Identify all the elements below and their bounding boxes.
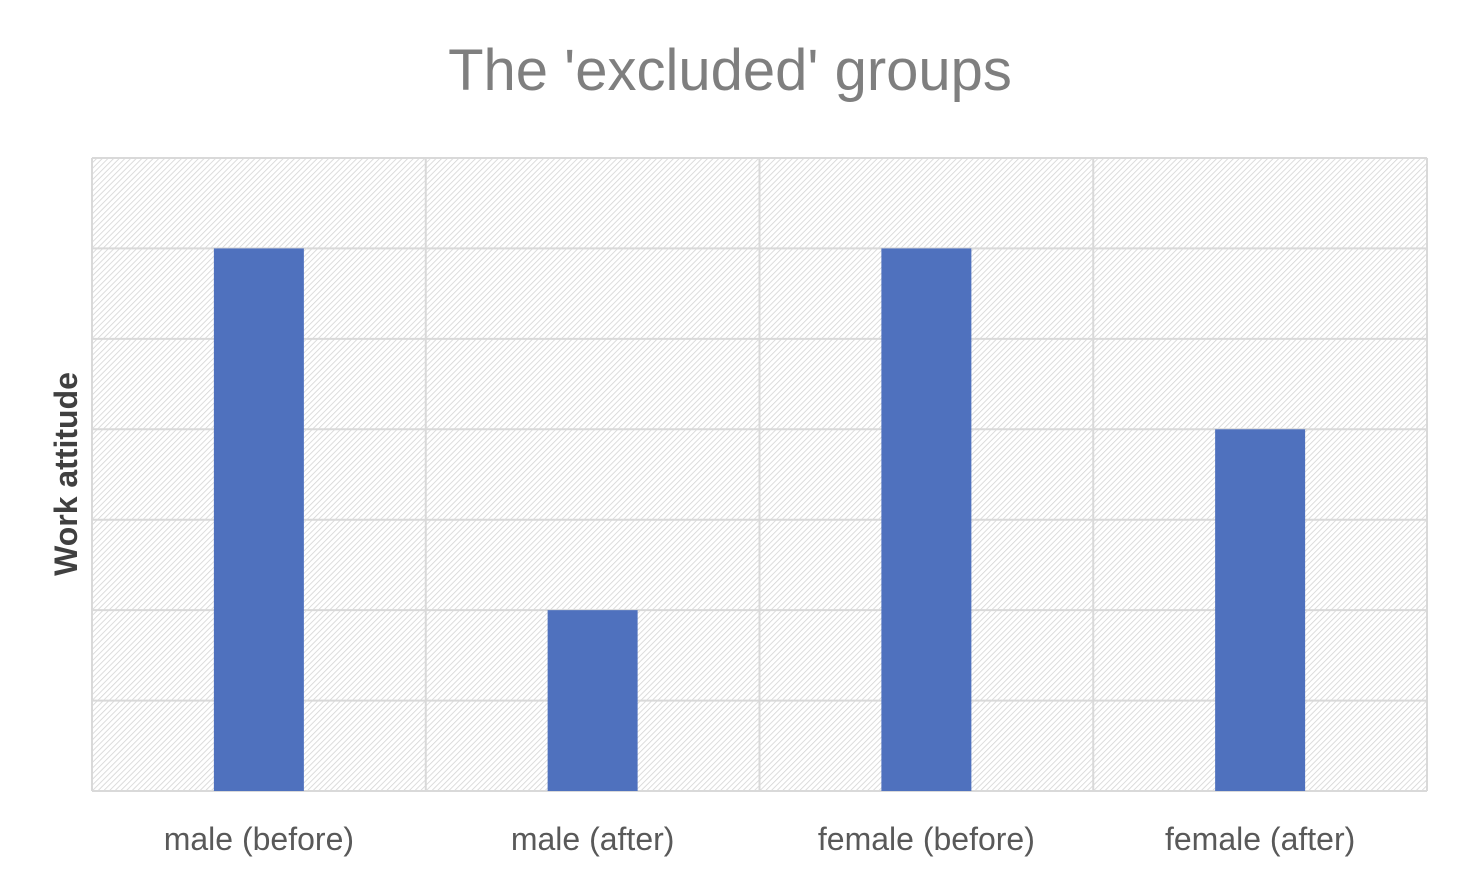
- y-axis-label: Work attitude: [48, 372, 84, 576]
- x-tick-labels: male (before) male (after) female (before)…: [164, 821, 1356, 857]
- bar-female-before: [881, 248, 972, 791]
- x-tick-label: female (after): [1165, 821, 1355, 857]
- bar-male-after: [547, 610, 638, 791]
- bar-male-before: [213, 248, 304, 791]
- x-tick-label: male (after): [511, 821, 675, 857]
- chart-title: The 'excluded' groups: [448, 38, 1012, 103]
- x-tick-label: female (before): [818, 821, 1035, 857]
- bars: [213, 248, 1306, 791]
- x-tick-label: male (before): [164, 821, 354, 857]
- gridlines: [91, 157, 1428, 792]
- bar-female-after: [1215, 429, 1306, 791]
